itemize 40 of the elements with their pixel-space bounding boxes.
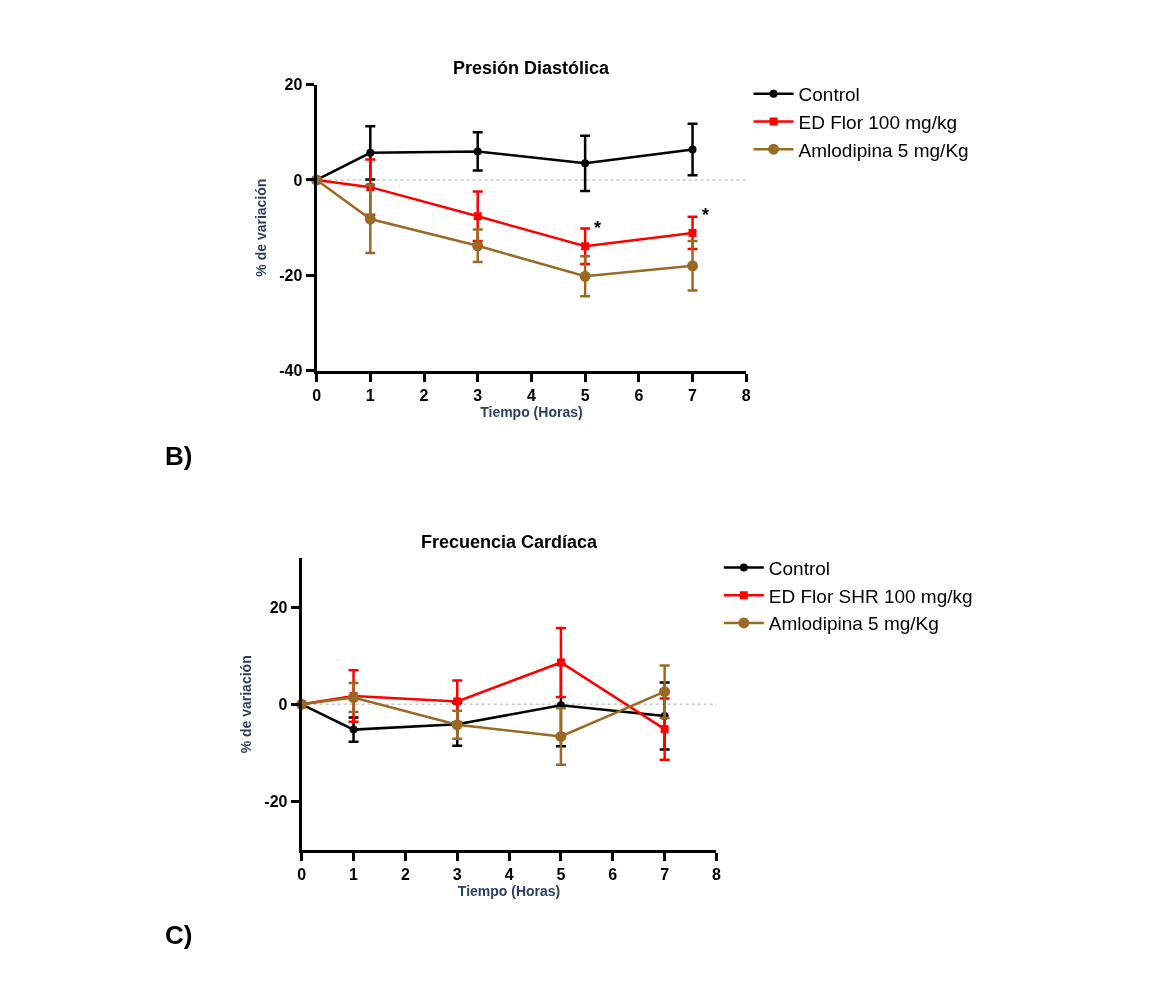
x-tick-label: 1 (349, 866, 359, 884)
x-tick-label: 4 (526, 386, 536, 404)
x-tick-label: 8 (712, 866, 722, 884)
y-axis-title: % de variación (252, 178, 269, 277)
x-axis-title: Tiempo (Horas) (457, 883, 561, 900)
y-tick-label: -40 (279, 362, 303, 380)
x-tick-label: 0 (312, 386, 322, 404)
legend-label: ED Flor 100 mg/kg (798, 111, 957, 133)
y-tick-label: -20 (264, 793, 288, 811)
y-tick-label: 20 (269, 598, 288, 616)
x-tick-label: 8 (741, 386, 751, 404)
y-tick-label: 0 (278, 695, 288, 713)
x-tick-label: 3 (452, 866, 462, 884)
legend-label: Control (798, 84, 860, 106)
y-axis-title: % de variación (237, 655, 254, 754)
x-tick-label: 1 (365, 386, 375, 404)
x-tick-label: 2 (400, 866, 410, 884)
x-tick-label: 5 (556, 866, 566, 884)
x-tick-label: 6 (608, 866, 618, 884)
text: B) (165, 441, 193, 471)
annotation: * (702, 205, 710, 225)
x-tick-label: 6 (634, 386, 644, 404)
legend-label: Amlodipina 5 mg/Kg (768, 613, 939, 635)
y-tick-label: 0 (293, 171, 303, 189)
legend-label: Control (768, 557, 831, 579)
legend-label: Amlodipina 5 mg/Kg (798, 139, 969, 161)
text: C) (165, 920, 193, 950)
x-tick-label: 3 (473, 386, 483, 404)
chart-title: Frecuencia Cardíaca (421, 532, 599, 552)
annotation: * (594, 218, 602, 238)
x-axis-title: Tiempo (Horas) (480, 403, 583, 420)
legend-label: ED Flor SHR 100 mg/kg (768, 585, 973, 607)
x-tick-label: 7 (660, 866, 670, 884)
x-tick-label: 2 (419, 386, 429, 404)
x-tick-label: 5 (580, 386, 590, 404)
chart-title: Presión Diastólica (453, 58, 611, 78)
x-tick-label: 4 (504, 866, 514, 884)
y-tick-label: -20 (279, 266, 303, 284)
y-tick-label: 20 (284, 76, 303, 94)
x-tick-label: 7 (688, 386, 698, 404)
